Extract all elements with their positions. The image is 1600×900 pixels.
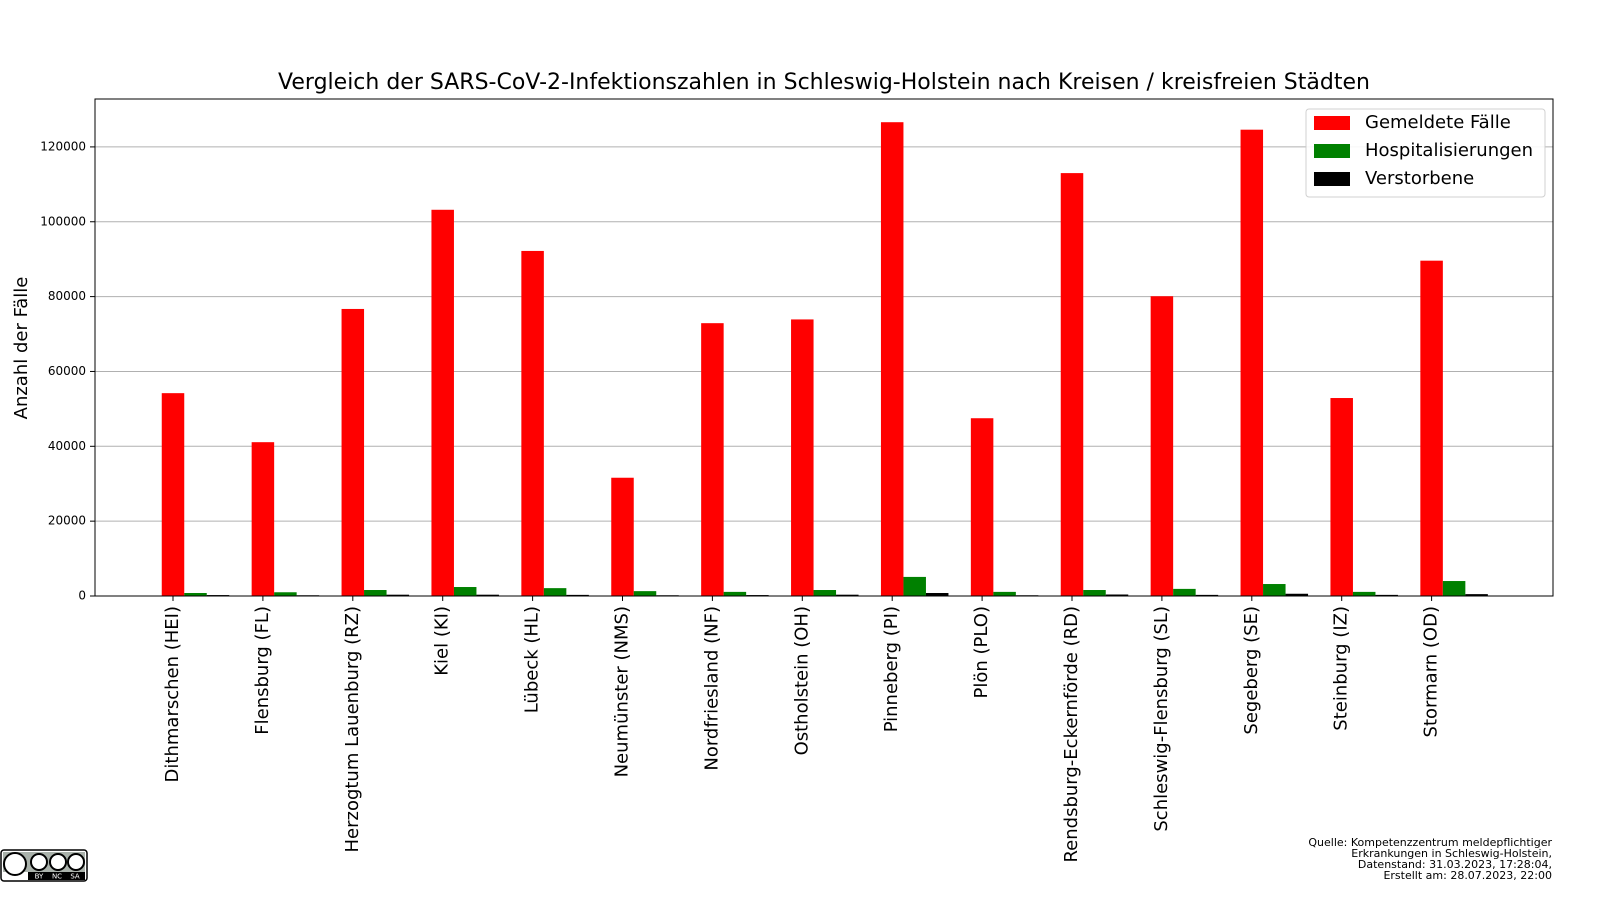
plot-frame [94,98,1554,597]
x-tick-label: Nordfriesland (NF) [701,606,722,771]
bar [611,477,634,596]
x-tick-label: Schleswig-Flensburg (SL) [1151,606,1172,832]
bar [993,591,1016,596]
legend-swatch [1314,172,1350,186]
x-tick-label: Herzogtum Lauenburg (RZ) [342,606,363,853]
y-tick-label: 60000 [48,364,86,378]
legend-swatch [1314,144,1350,158]
bar [633,591,657,596]
bar [1285,593,1309,596]
bar [1263,584,1286,596]
x-tick-label: Plön (PLO) [971,606,992,698]
bar [880,122,904,597]
bar [1105,594,1129,596]
bar [364,590,387,596]
bar [925,593,949,596]
legend-label: Verstorbene [1365,168,1474,189]
bar [431,209,454,597]
bar [1195,594,1219,596]
bar [476,594,499,596]
chart-title: Vergleich der SARS-CoV-2-Infektionszahle… [278,70,1370,95]
legend-label: Hospitalisierungen [1365,140,1533,161]
y-tick-label: 20000 [48,514,86,528]
x-tick-label: Neumünster (NMS) [612,606,633,777]
bar [1173,588,1196,596]
x-tick-label: Segeberg (SE) [1241,606,1262,735]
x-tick-label: Flensburg (FL) [252,606,273,735]
bar [1150,296,1174,596]
bar [701,323,724,596]
bar [1465,594,1488,596]
x-tick-label: Dithmarschen (HEI) [162,606,183,782]
source-note: Erkrankungen in Schleswig-Holstein, [1351,847,1552,860]
bar [453,587,477,596]
bar [521,250,544,596]
bar [791,319,814,596]
bar [903,576,926,596]
license-label: BY [35,873,44,881]
bar [274,592,297,596]
bar [1420,260,1443,596]
bar [566,594,589,596]
x-tick-label: Ostholstein (OH) [791,606,812,755]
bar [1442,581,1466,596]
bar [1060,173,1084,597]
bar [1240,129,1264,597]
bar [386,594,410,596]
y-axis-label: Anzahl der Fälle [11,277,32,420]
bar [813,590,837,596]
bar [184,593,207,596]
y-tick-label: 100000 [40,214,86,228]
x-tick-label: Stormarn (OD) [1421,606,1442,737]
x-tick-label: Rendsburg-Eckernförde (RD) [1061,606,1082,863]
cc-logo [0,849,88,882]
bar [341,308,365,596]
bar [251,442,275,596]
legend-label: Gemeldete Fälle [1365,112,1511,133]
y-tick-label: 80000 [48,289,86,303]
bar [1083,590,1106,596]
bar [161,393,185,596]
legend-swatch [1314,116,1350,130]
license-label: SA [70,873,80,881]
bar [1375,594,1398,596]
y-tick-label: 40000 [48,439,86,453]
source-note: Erstellt am: 28.07.2023, 22:00 [1383,869,1552,882]
x-tick-label: Steinburg (IZ) [1331,606,1352,731]
x-tick-label: Pinneberg (PI) [881,606,902,732]
bar [1330,398,1353,596]
bar [1352,591,1376,596]
legend-box [1305,108,1546,198]
source-note: Datenstand: 31.03.2023, 17:28:04, [1358,858,1552,871]
license-label: NC [52,873,62,881]
x-tick-label: Lübeck (HL) [522,606,543,713]
x-tick-label: Kiel (KI) [432,606,453,676]
bar [543,588,567,596]
y-tick-label: 120000 [40,139,86,153]
bar [970,418,994,596]
bar [723,591,747,596]
source-note: Quelle: Kompetenzzentrum meldepflichtige… [1308,836,1552,849]
bar [836,594,859,596]
y-tick-label: 0 [78,589,86,603]
